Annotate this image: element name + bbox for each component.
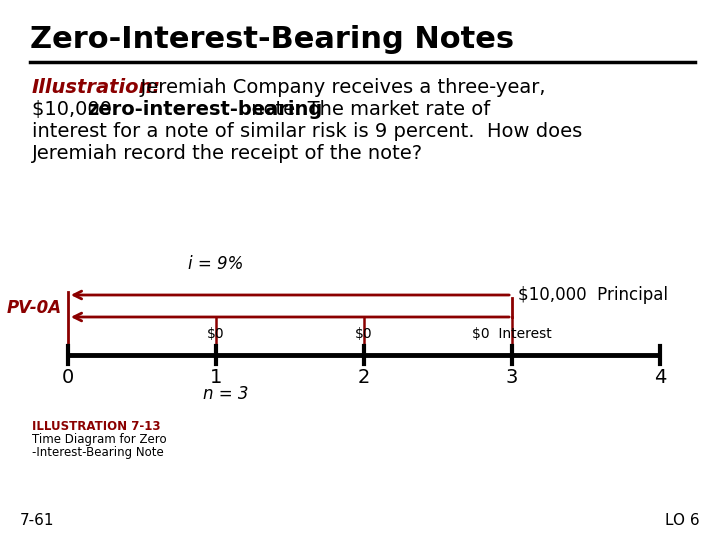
Text: 2: 2 [358,368,370,387]
Text: ILLUSTRATION 7-13: ILLUSTRATION 7-13 [32,420,161,433]
Text: -Interest-Bearing Note: -Interest-Bearing Note [32,446,163,459]
Text: Time Diagram for Zero: Time Diagram for Zero [32,433,166,446]
Text: $10,000  Principal: $10,000 Principal [518,286,668,304]
Text: n = 3: n = 3 [203,385,248,403]
Text: 0: 0 [62,368,74,387]
Text: Zero-Interest-Bearing Notes: Zero-Interest-Bearing Notes [30,25,514,54]
Text: LO 6: LO 6 [665,513,700,528]
Text: 4: 4 [654,368,666,387]
Text: note. The market rate of: note. The market rate of [245,100,490,119]
Text: Jeremiah record the receipt of the note?: Jeremiah record the receipt of the note? [32,144,423,163]
Text: $0: $0 [355,327,373,341]
Text: zero-interest-bearing: zero-interest-bearing [87,100,323,119]
Text: 3: 3 [506,368,518,387]
Text: i = 9%: i = 9% [189,255,243,273]
Text: interest for a note of similar risk is 9 percent.  How does: interest for a note of similar risk is 9… [32,122,582,141]
Text: PV-0A: PV-0A [7,299,62,317]
Text: $0: $0 [207,327,225,341]
Text: Illustration:: Illustration: [32,78,161,97]
Text: Jeremiah Company receives a three-year,: Jeremiah Company receives a three-year, [128,78,546,97]
Text: $0  Interest: $0 Interest [472,327,552,341]
Text: 7-61: 7-61 [20,513,55,528]
Text: 1: 1 [210,368,222,387]
Text: $10,000: $10,000 [32,100,118,119]
